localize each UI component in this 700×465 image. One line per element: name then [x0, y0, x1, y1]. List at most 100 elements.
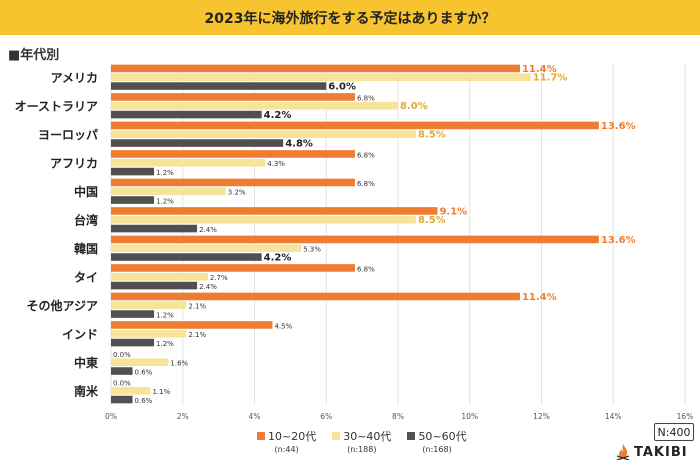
x-tick-label: 14%: [605, 412, 622, 421]
bar: [111, 150, 355, 158]
category-label: オーストラリア: [15, 99, 98, 113]
bar: [111, 244, 302, 253]
data-label: 4.3%: [267, 160, 285, 168]
x-tick-label: 0%: [105, 412, 117, 421]
category-label: 韓国: [74, 241, 98, 256]
data-label: 1.2%: [156, 169, 174, 177]
bar: [111, 207, 438, 215]
data-label: 4.8%: [285, 138, 313, 149]
legend-n-50-60: (n:168): [422, 445, 452, 454]
legend-item-50-60: 50~60代 (n:168): [407, 428, 467, 454]
bar: [111, 158, 266, 167]
bar: [111, 224, 198, 233]
data-label: 6.8%: [357, 94, 375, 102]
data-label: 5.3%: [303, 246, 321, 254]
bar: [111, 196, 155, 204]
data-label: 8.5%: [418, 130, 446, 141]
data-label: 0.0%: [113, 351, 131, 359]
data-label: 1.2%: [156, 311, 174, 319]
data-label: 0.0%: [113, 379, 131, 387]
data-label: 1.2%: [156, 340, 174, 348]
bar: [111, 110, 262, 119]
bar: [111, 395, 133, 404]
bar: [111, 130, 416, 139]
bar: [111, 321, 273, 329]
legend-swatch-10-20: [257, 432, 265, 440]
x-tick-label: 2%: [177, 412, 189, 421]
data-label: 2.1%: [188, 303, 206, 311]
legend-label-30-40: 30~40代: [343, 430, 392, 443]
bar: [111, 167, 155, 176]
bar: [111, 310, 155, 318]
bar: [111, 386, 151, 395]
bar: [111, 64, 520, 73]
bar: [111, 187, 226, 196]
data-label: 9.1%: [439, 206, 467, 217]
bar: [111, 367, 133, 375]
category-label: その他アジア: [26, 298, 98, 313]
data-label: 2.7%: [210, 274, 228, 282]
data-label: 6.0%: [328, 81, 356, 92]
legend-n-10-20: (n:44): [274, 445, 299, 454]
data-label: 4.2%: [264, 110, 292, 121]
logo-text: TAKIBI: [634, 444, 688, 460]
bar: [111, 281, 198, 290]
data-label: 1.2%: [156, 197, 174, 205]
category-label: アメリカ: [51, 71, 98, 85]
sample-size-box: N:400: [654, 423, 694, 441]
data-label: 1.6%: [170, 360, 188, 368]
takibi-logo: TAKIBI: [616, 443, 688, 461]
bar: [111, 358, 169, 367]
bar: [111, 235, 599, 244]
legend: 10~20代 (n:44) 30~40代 (n:188) 50~60代 (n:1…: [257, 428, 467, 454]
bar: [111, 82, 327, 90]
bar: [111, 301, 187, 310]
data-label: 11.4%: [522, 292, 557, 303]
x-tick-label: 4%: [249, 412, 261, 421]
x-tick-label: 6%: [320, 412, 332, 421]
legend-swatch-50-60: [407, 432, 416, 440]
data-label: 6.8%: [357, 151, 375, 159]
legend-item-10-20: 10~20代 (n:44): [257, 428, 316, 454]
data-label: 8.0%: [400, 101, 428, 112]
bar: [111, 101, 398, 110]
data-label: 6.8%: [357, 180, 375, 188]
bar: [111, 264, 355, 272]
legend-label-10-20: 10~20代: [268, 430, 317, 443]
x-tick-label: 8%: [392, 412, 404, 421]
bar: [111, 178, 355, 187]
data-label: 13.6%: [601, 121, 636, 132]
x-tick-label: 12%: [533, 412, 550, 421]
data-label: 3.2%: [228, 189, 246, 197]
data-label: 1.1%: [152, 388, 170, 396]
legend-n-30-40: (n:188): [347, 445, 377, 454]
bar: [111, 93, 355, 101]
x-tick-label: 10%: [461, 412, 478, 421]
data-label: 11.4%: [522, 64, 557, 75]
legend-swatch-30-40: [332, 432, 341, 440]
bar: [111, 139, 284, 147]
legend-item-30-40: 30~40代 (n:188): [332, 428, 391, 454]
category-label: アフリカ: [50, 156, 98, 170]
bar: [111, 329, 187, 338]
bar: [111, 121, 599, 130]
flame-icon: [616, 444, 630, 460]
data-label: 2.1%: [188, 331, 206, 339]
data-label: 8.5%: [418, 215, 446, 226]
category-label: 台湾: [74, 212, 98, 227]
bar: [111, 338, 155, 347]
bar: [111, 272, 208, 281]
category-label: インド: [62, 327, 98, 341]
bar: [111, 253, 262, 261]
data-label: 13.6%: [601, 235, 636, 246]
data-label: 2.4%: [199, 226, 217, 234]
bar: [111, 292, 520, 301]
category-label: ヨーロッパ: [38, 128, 98, 142]
chart-title: 2023年に海外旅行をする予定はありますか？: [204, 10, 496, 27]
data-label: 0.6%: [135, 368, 153, 376]
category-label: 中国: [74, 184, 98, 199]
data-label: 4.5%: [274, 322, 292, 330]
data-label: 4.2%: [264, 252, 292, 263]
title-bar: 2023年に海外旅行をする予定はありますか？: [0, 0, 700, 35]
